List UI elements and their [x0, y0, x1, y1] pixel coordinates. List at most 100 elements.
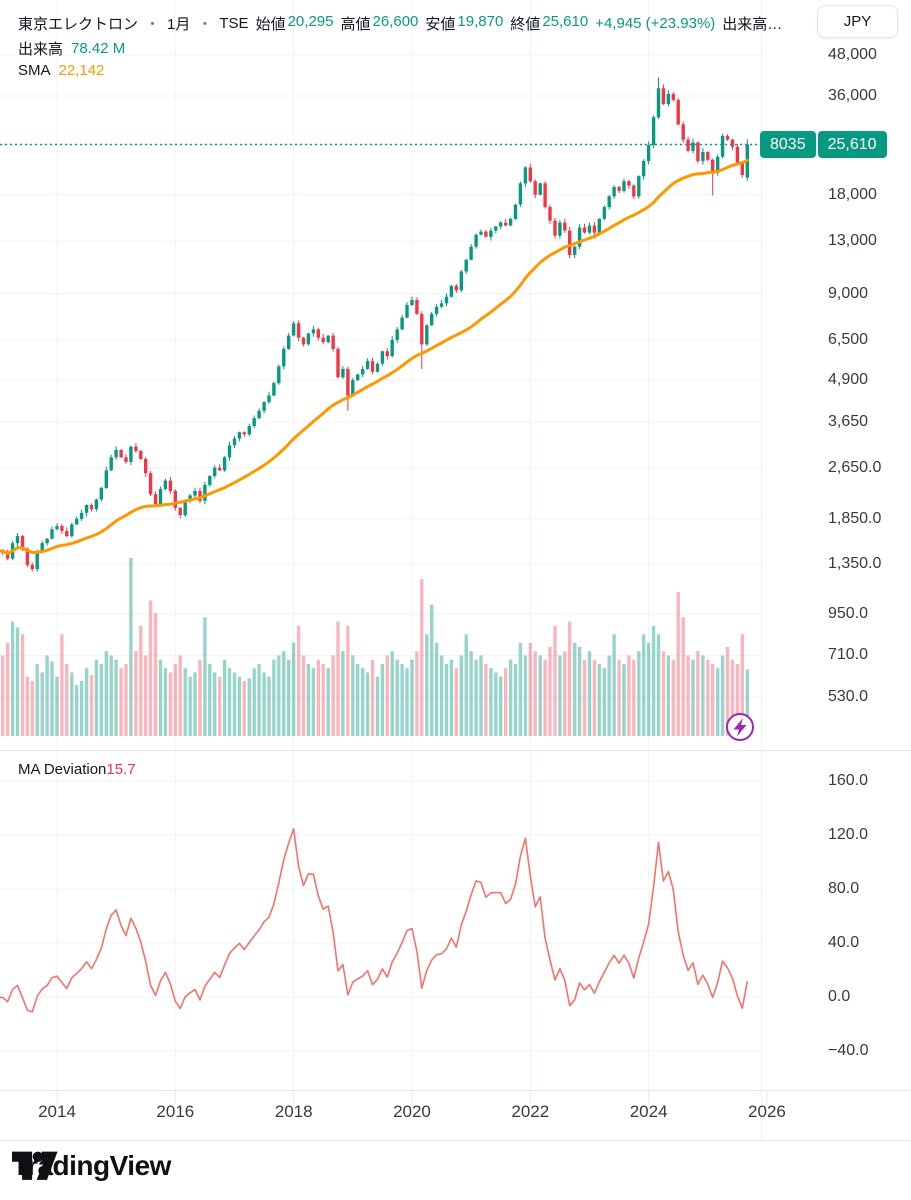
volume-bar[interactable]	[163, 668, 168, 736]
volume-bar[interactable]	[291, 642, 296, 736]
year-label[interactable]: 2024	[629, 1102, 668, 1121]
candle-body[interactable]	[499, 222, 503, 227]
volume-bar[interactable]	[577, 647, 582, 736]
volume-bar[interactable]	[563, 651, 567, 736]
volume-bar[interactable]	[203, 617, 207, 736]
volume-bar[interactable]	[617, 659, 621, 736]
candle-body[interactable]	[720, 135, 725, 157]
candle-body[interactable]	[434, 306, 439, 314]
volume-bar[interactable]	[60, 634, 64, 736]
volume-bar[interactable]	[208, 664, 212, 736]
volume-bar[interactable]	[706, 659, 710, 736]
volume-bar[interactable]	[193, 672, 197, 736]
year-label[interactable]: 2020	[393, 1102, 431, 1121]
volume-bar[interactable]	[232, 672, 237, 736]
volume-bar[interactable]	[508, 659, 513, 736]
volume-bar[interactable]	[336, 621, 340, 736]
candle-body[interactable]	[711, 159, 715, 173]
candle-body[interactable]	[30, 564, 34, 570]
volume-bar[interactable]	[119, 668, 123, 736]
volume-bar[interactable]	[341, 651, 345, 736]
candle-body[interactable]	[518, 183, 523, 205]
volume-bar[interactable]	[168, 672, 173, 736]
candle-body[interactable]	[114, 450, 118, 458]
candle-body[interactable]	[306, 333, 311, 345]
year-label[interactable]: 2016	[156, 1102, 195, 1121]
year-label[interactable]: 2018	[274, 1102, 313, 1121]
volume-bar[interactable]	[627, 655, 631, 737]
volume-bar[interactable]	[55, 676, 59, 736]
volume-bar[interactable]	[651, 625, 656, 736]
candle-body[interactable]	[237, 432, 242, 439]
candle-body[interactable]	[218, 467, 222, 471]
candle-body[interactable]	[666, 94, 671, 105]
candle-body[interactable]	[60, 526, 64, 531]
candle-body[interactable]	[725, 135, 730, 140]
candle-body[interactable]	[582, 227, 587, 233]
candle-body[interactable]	[671, 94, 675, 100]
volume-bar[interactable]	[716, 668, 720, 736]
candle-body[interactable]	[222, 457, 227, 471]
volume-bar[interactable]	[479, 655, 483, 737]
candle-body[interactable]	[730, 139, 735, 147]
volume-bar[interactable]	[262, 672, 266, 736]
volume-bar[interactable]	[528, 642, 532, 736]
candle-body[interactable]	[637, 176, 641, 197]
ma-deviation-line[interactable]	[0, 827, 749, 1013]
candle-body[interactable]	[449, 285, 454, 297]
candle-body[interactable]	[99, 487, 103, 500]
volume-bar[interactable]	[582, 659, 587, 736]
candle-body[interactable]	[291, 323, 296, 336]
volume-bar[interactable]	[400, 664, 404, 736]
volume-bar[interactable]	[331, 655, 335, 737]
volume-bar[interactable]	[316, 659, 320, 736]
volume-bar[interactable]	[25, 676, 30, 736]
volume-bar[interactable]	[434, 642, 439, 736]
candle-body[interactable]	[153, 494, 158, 505]
volume-bar[interactable]	[40, 672, 44, 736]
volume-bar[interactable]	[533, 651, 537, 736]
candle-body[interactable]	[415, 300, 419, 314]
volume-bar[interactable]	[597, 664, 601, 736]
candle-body[interactable]	[94, 499, 99, 510]
volume-bar[interactable]	[484, 664, 488, 736]
volume-bar[interactable]	[711, 664, 715, 736]
candle-body[interactable]	[691, 142, 695, 151]
volume-bar[interactable]	[523, 655, 528, 737]
volume-bar[interactable]	[691, 659, 695, 736]
volume-bar[interactable]	[20, 634, 25, 736]
candle-body[interactable]	[213, 467, 217, 476]
volume-bar[interactable]	[287, 659, 291, 736]
candle-body[interactable]	[267, 395, 271, 403]
candle-body[interactable]	[203, 484, 207, 501]
volume-bar[interactable]	[104, 651, 108, 736]
volume-bar[interactable]	[637, 651, 641, 736]
volume-bar[interactable]	[464, 634, 468, 736]
candle-body[interactable]	[543, 183, 547, 208]
lightning-button[interactable]	[726, 713, 754, 741]
candle-body[interactable]	[277, 366, 281, 384]
volume-bar[interactable]	[183, 668, 187, 736]
volume-bar[interactable]	[745, 669, 749, 737]
candle-body[interactable]	[622, 181, 626, 191]
volume-bar[interactable]	[375, 676, 380, 736]
price-axis-border[interactable]	[761, 0, 762, 1140]
candle-body[interactable]	[139, 451, 143, 459]
candle-body[interactable]	[361, 369, 365, 375]
candle-body[interactable]	[701, 152, 705, 162]
volume-bar[interactable]	[114, 659, 118, 736]
candle-body[interactable]	[163, 480, 168, 490]
volume-label[interactable]: 出来高	[18, 41, 64, 58]
candle-body[interactable]	[232, 438, 237, 446]
candle-body[interactable]	[134, 446, 138, 451]
volume-bar[interactable]	[390, 651, 394, 736]
volume-bar[interactable]	[499, 676, 503, 736]
volume-bar[interactable]	[656, 634, 661, 736]
volume-bar[interactable]	[439, 655, 444, 737]
volume-bar[interactable]	[513, 664, 518, 736]
candle-body[interactable]	[168, 480, 173, 491]
ma-deviation-label[interactable]: MA Deviation	[18, 761, 107, 778]
volume-bar[interactable]	[6, 642, 10, 736]
candle-body[interactable]	[568, 230, 572, 255]
pane-separator[interactable]	[0, 750, 911, 751]
